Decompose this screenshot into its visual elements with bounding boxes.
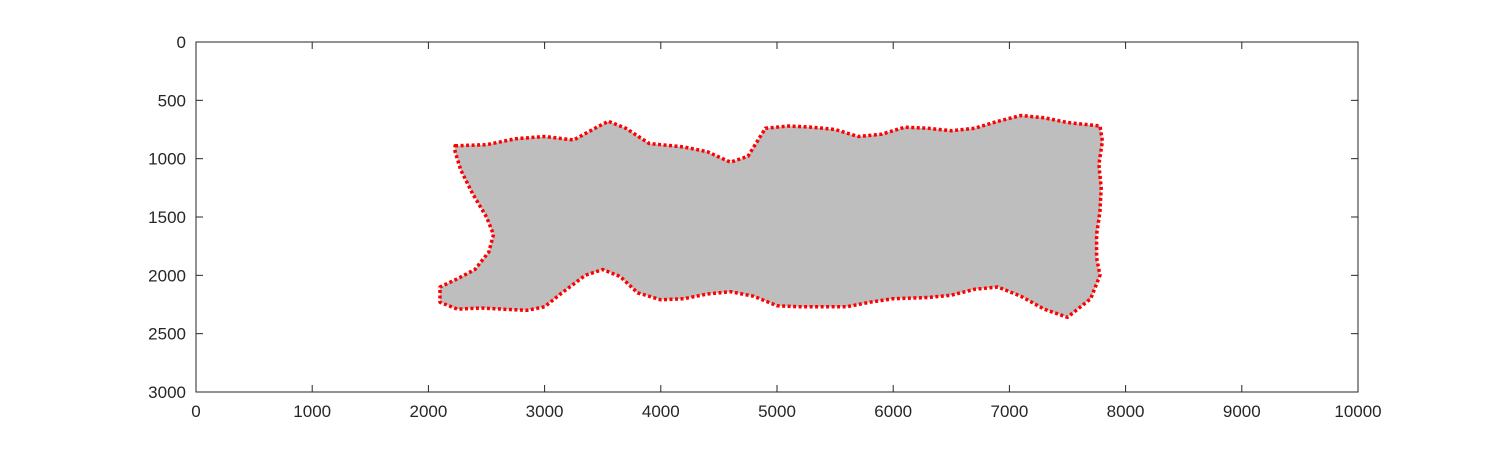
x-tick-label: 9000: [1223, 402, 1261, 421]
y-tick-label: 2500: [148, 325, 186, 344]
boundary-line: [438, 113, 1105, 320]
x-tick-label: 0: [191, 402, 200, 421]
x-tick-label: 1000: [293, 402, 331, 421]
y-axis: 0 500 1000 1500 2000 2500 3000: [148, 33, 1358, 402]
x-tick-label: 10000: [1334, 402, 1381, 421]
y-tick-label: 0: [177, 33, 186, 52]
filled-region: [440, 115, 1103, 318]
x-tick-label: 6000: [874, 402, 912, 421]
region-layer: [440, 115, 1103, 318]
y-tick-label: 3000: [148, 383, 186, 402]
boundary-layer: [438, 113, 1105, 320]
x-tick-label: 2000: [409, 402, 447, 421]
x-tick-label: 5000: [758, 402, 796, 421]
y-tick-label: 1000: [148, 150, 186, 169]
x-tick-label: 4000: [642, 402, 680, 421]
y-tick-label: 2000: [148, 266, 186, 285]
y-tick-label: 1500: [148, 208, 186, 227]
y-tick-label: 500: [158, 91, 186, 110]
x-tick-label: 7000: [990, 402, 1028, 421]
x-tick-label: 3000: [526, 402, 564, 421]
x-axis: 0 1000 2000 3000 4000 5000 6000 7000 8000 9000 100…: [191, 42, 1382, 421]
x-tick-label: 8000: [1107, 402, 1145, 421]
